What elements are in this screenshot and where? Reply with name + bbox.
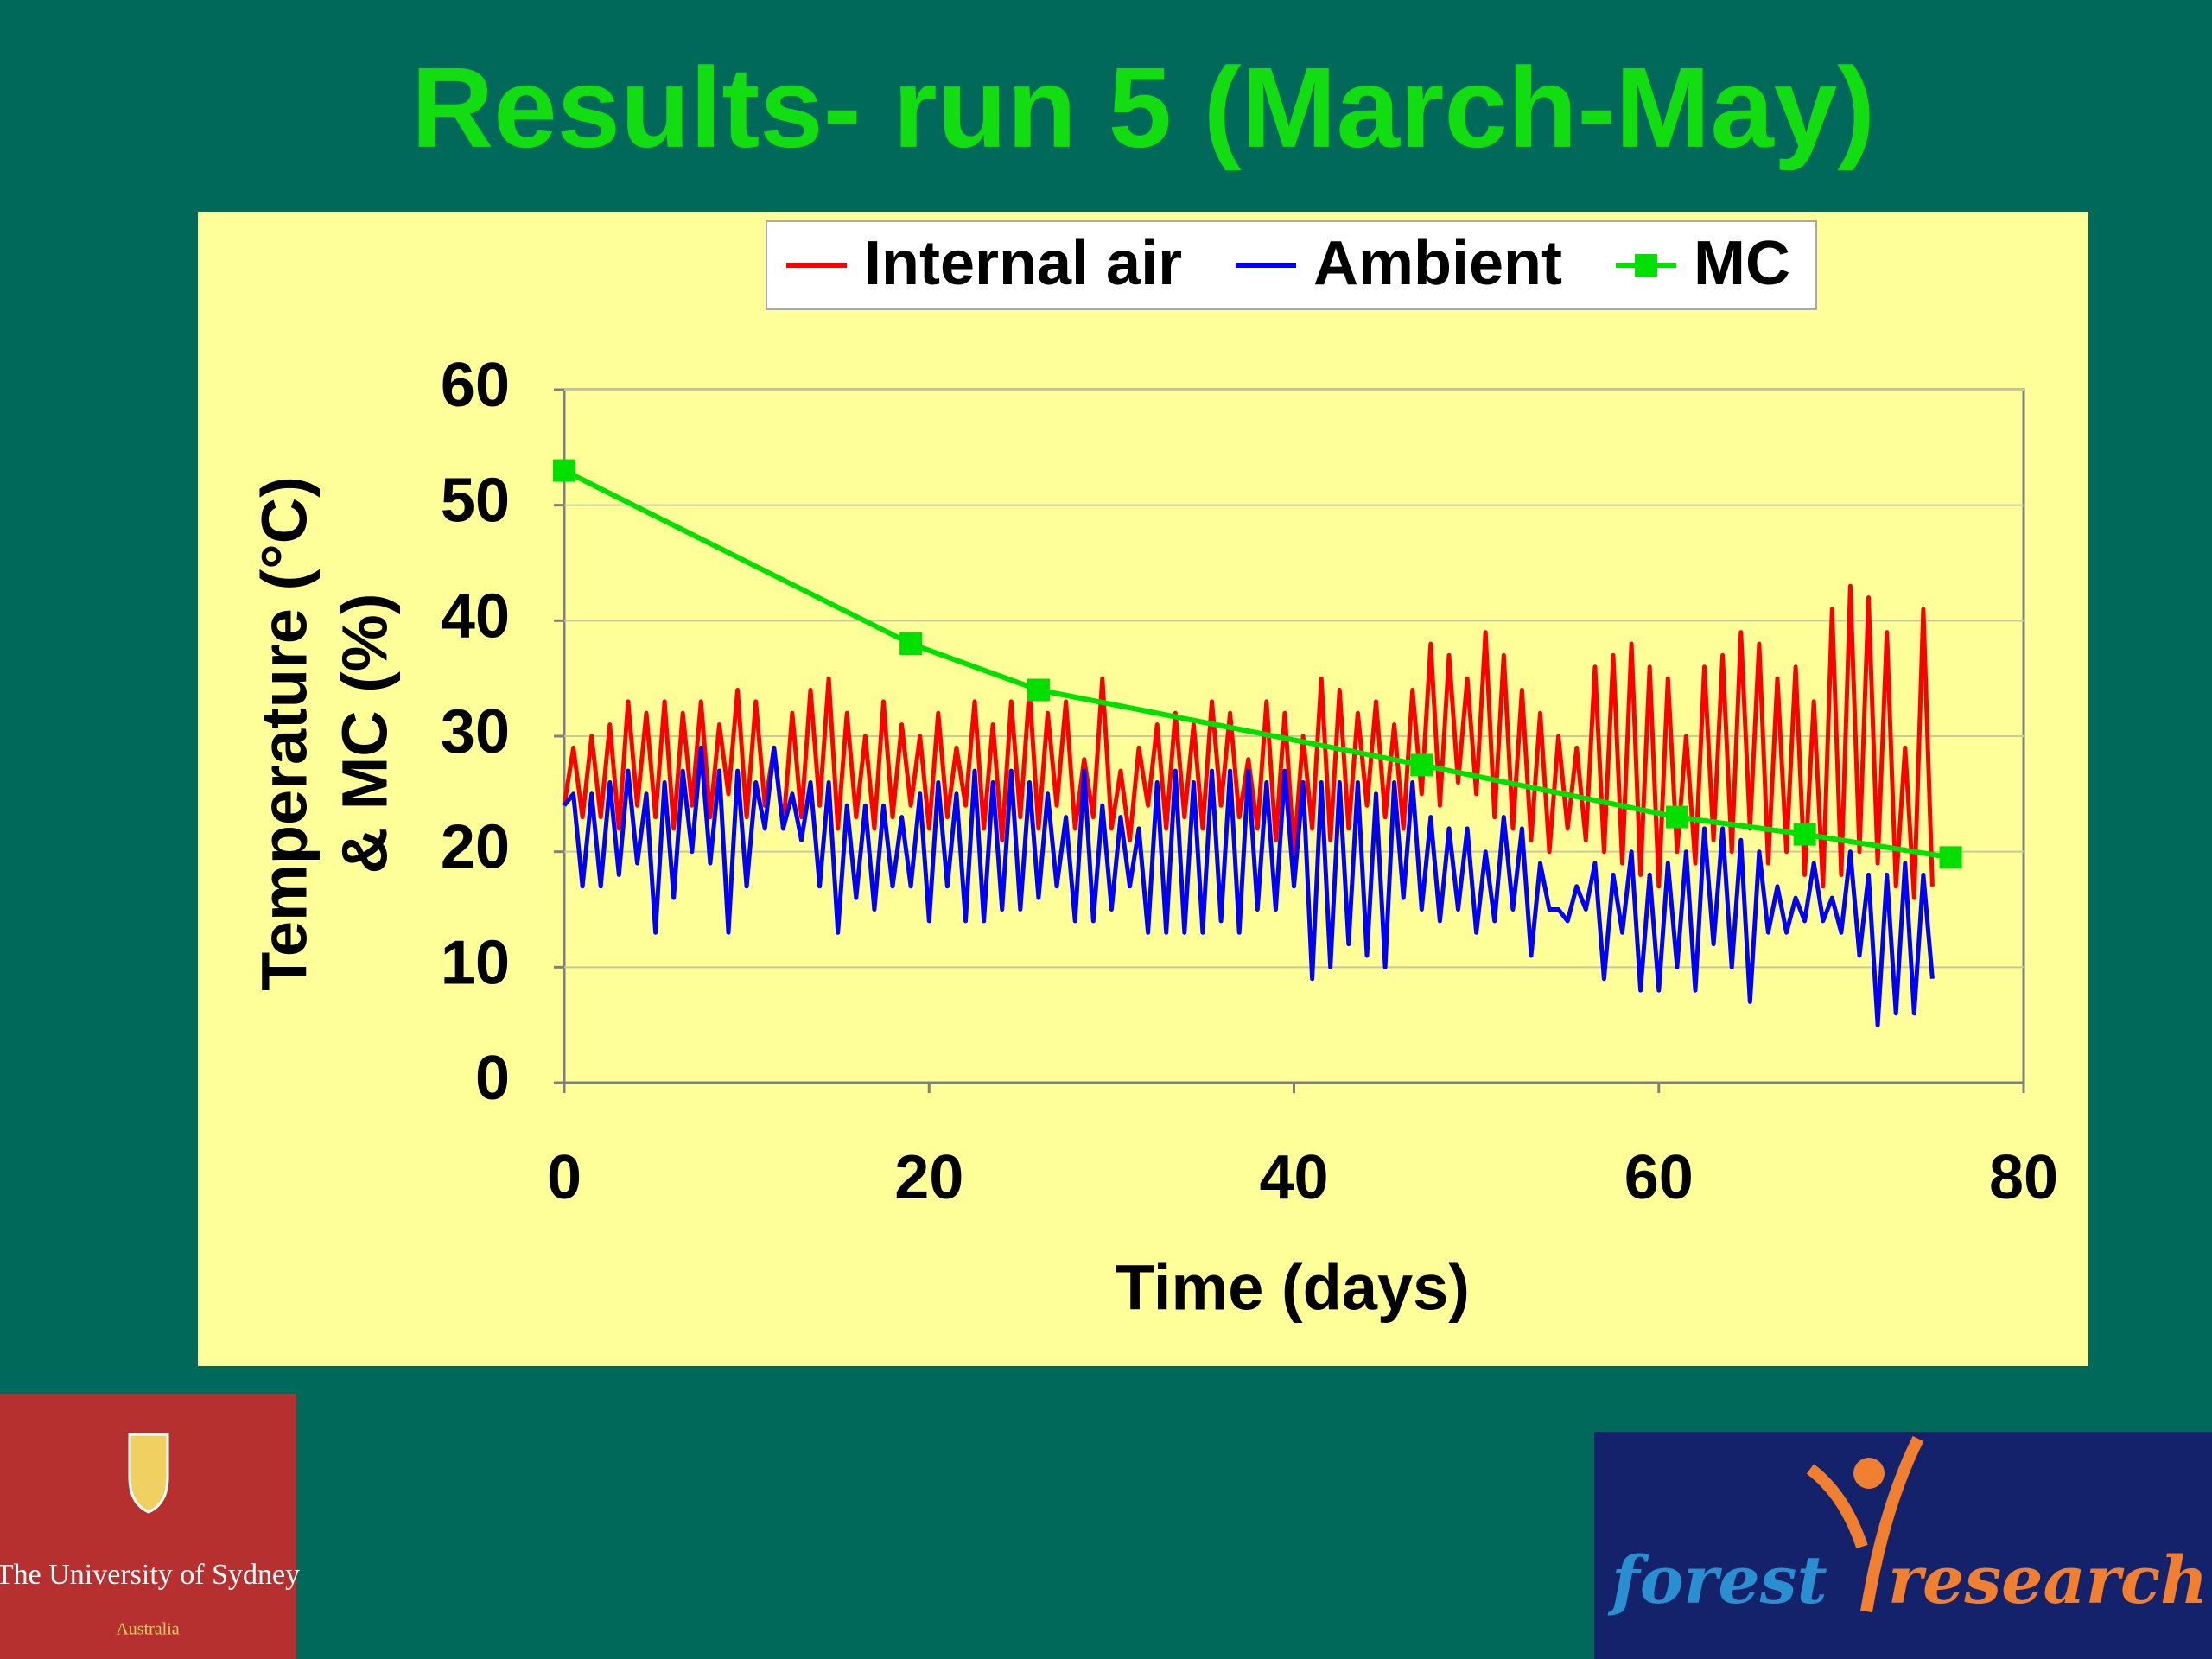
- logo-figure: [1806, 1435, 1924, 1613]
- y-axis-label: Temperature (°C): [249, 476, 321, 991]
- x-tick-label: 20: [894, 1143, 963, 1212]
- y-axis-label: & MC (%): [329, 594, 401, 874]
- y-tick-label: 60: [441, 351, 510, 420]
- series-marker: [553, 459, 575, 482]
- series-marker: [1665, 805, 1688, 829]
- y-tick-label: 0: [475, 1044, 510, 1113]
- series-line: [562, 583, 1935, 900]
- legend-label: Ambient: [1313, 229, 1562, 298]
- x-tick-label: 0: [547, 1143, 582, 1212]
- x-tick-label: 40: [1259, 1143, 1328, 1212]
- y-tick-label: 20: [441, 813, 510, 882]
- logo-research: research: [1888, 1541, 2208, 1618]
- series-line: [563, 745, 1935, 1027]
- series-marker: [899, 632, 923, 656]
- y-tick-label: 50: [441, 467, 510, 536]
- y-tick-label: 40: [441, 582, 510, 651]
- x-tick-label: 60: [1624, 1143, 1694, 1212]
- university-name: The University of Sydney: [0, 1559, 300, 1591]
- y-tick-label: 10: [441, 928, 510, 997]
- y-tick-label: 30: [441, 697, 510, 766]
- slide-title: Results- run 5 (March-May): [411, 44, 1875, 171]
- logo-dot: [1853, 1458, 1885, 1489]
- series-marker: [1939, 846, 1962, 869]
- x-tick-label: 80: [1989, 1143, 2058, 1212]
- series-marker: [1793, 823, 1816, 846]
- university-sub: Australia: [116, 1620, 179, 1639]
- series-marker: [1410, 753, 1433, 777]
- legend-label: Internal air: [864, 229, 1182, 298]
- legend-label: MC: [1694, 229, 1790, 298]
- crest: [128, 1433, 169, 1514]
- legend-marker: [1635, 254, 1657, 276]
- series-marker: [1027, 678, 1050, 702]
- x-axis-label: Time (days): [1116, 1252, 1470, 1324]
- logo-forest: forest: [1607, 1541, 1827, 1618]
